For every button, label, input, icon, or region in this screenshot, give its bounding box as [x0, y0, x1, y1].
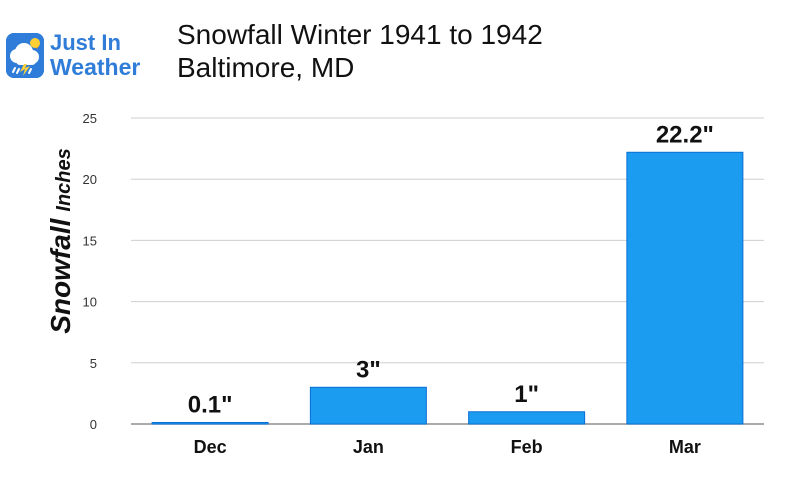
bar-jan	[309, 386, 427, 425]
data-label: 1"	[514, 381, 539, 408]
chart-title-line-2: Baltimore, MD	[177, 52, 355, 83]
bar-feb	[468, 411, 586, 425]
y-tick-label: 5	[90, 356, 97, 371]
chart-title: Snowfall Winter 1941 to 1942 Baltimore, …	[177, 18, 543, 84]
y-tick-label: 15	[83, 233, 97, 248]
brand-logo: Just In Weather	[2, 31, 157, 85]
bar-mar	[626, 151, 744, 425]
brand-name: Just In Weather	[50, 30, 141, 80]
y-tick-label: 25	[83, 111, 97, 126]
y-tick-label: 10	[83, 295, 97, 310]
x-tick-label: Mar	[669, 437, 701, 457]
data-label: 22.2"	[656, 121, 714, 148]
bar-dec	[151, 422, 269, 425]
weather-cloud-icon	[6, 33, 44, 78]
y-tick-label: 0	[90, 417, 97, 432]
brand-line-2: Weather	[50, 54, 141, 80]
x-tick-label: Dec	[194, 437, 227, 457]
brand-line-1: Just In	[50, 30, 121, 55]
x-tick-label: Feb	[511, 437, 543, 457]
data-label: 3"	[356, 356, 381, 383]
y-tick-label: 20	[83, 172, 97, 187]
chart-title-line-1: Snowfall Winter 1941 to 1942	[177, 19, 543, 50]
x-tick-label: Jan	[353, 437, 384, 457]
weather-app-icon	[6, 33, 44, 78]
data-label: 0.1"	[188, 392, 233, 419]
